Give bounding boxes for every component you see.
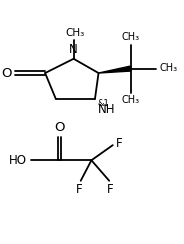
Text: CH₃: CH₃ xyxy=(121,95,140,105)
Text: CH₃: CH₃ xyxy=(66,28,85,38)
Text: N: N xyxy=(69,43,78,56)
Text: &1: &1 xyxy=(97,99,109,108)
Text: CH₃: CH₃ xyxy=(160,63,178,73)
Polygon shape xyxy=(98,66,131,73)
Text: NH: NH xyxy=(98,103,115,116)
Text: F: F xyxy=(76,183,83,196)
Text: F: F xyxy=(116,137,123,150)
Text: CH₃: CH₃ xyxy=(121,32,140,42)
Text: F: F xyxy=(107,183,114,196)
Text: O: O xyxy=(54,121,65,134)
Text: O: O xyxy=(1,67,12,80)
Text: HO: HO xyxy=(9,154,27,167)
